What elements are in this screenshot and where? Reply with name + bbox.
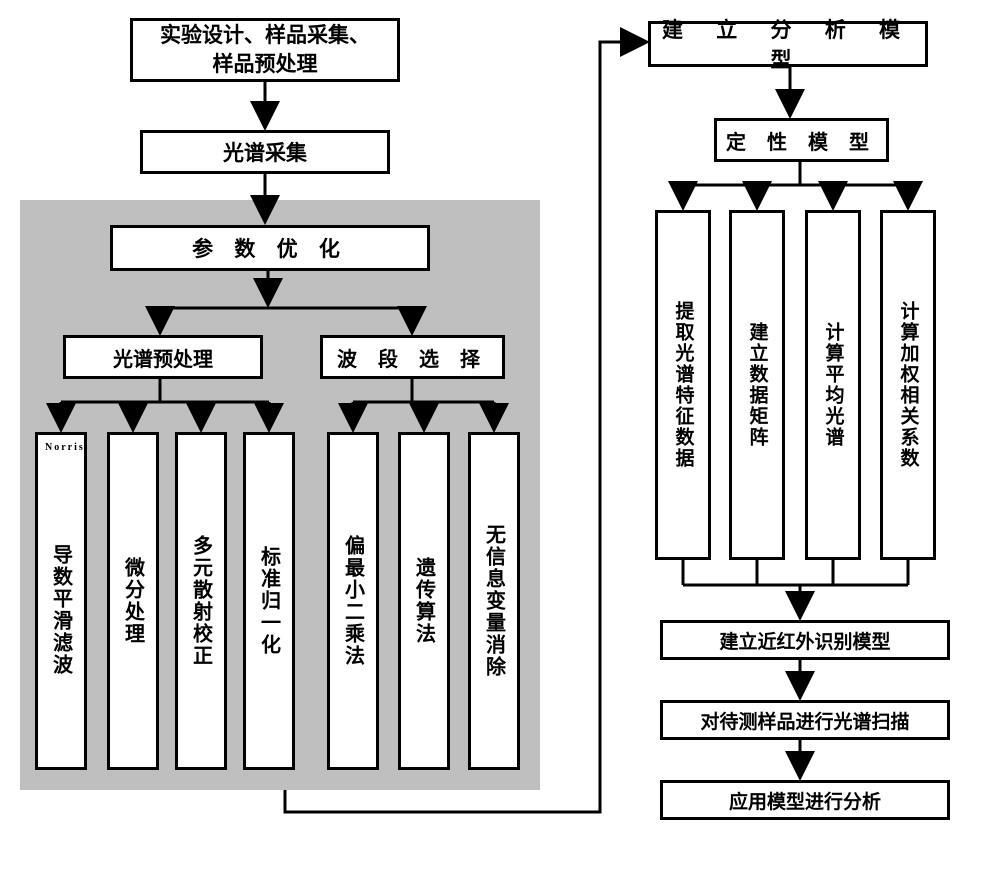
text: 导数平滑滤波 [47,544,76,676]
text: 无信息变量消除 [480,524,509,678]
box-spectrum-collect: 光谱采集 [140,130,390,174]
box-scan-sample: 对待测样品进行光谱扫描 [660,700,950,740]
text: 实验设计、样品采集、样品预处理 [160,21,370,80]
vbox-weighted-corr: 计算加权相关系数 [880,210,936,560]
text: 建立数据矩阵 [744,322,771,448]
text: 遗传算法 [410,557,439,645]
text: 建立近红外识别模型 [719,627,890,654]
vbox-ga: 遗传算法 [398,432,450,770]
text: 提取光谱特征数据 [670,301,697,469]
text: 偏最小二乘法 [339,535,368,667]
vbox-msc: 多元散射校正 [175,432,227,770]
norris-label: Norris [45,442,85,453]
box-param-opt: 参 数 优 化 [110,225,430,271]
box-build-nir-model: 建立近红外识别模型 [660,620,950,660]
text: 计算加权相关系数 [895,301,922,469]
text: 光谱预处理 [113,343,213,372]
vbox-extract-features: 提取光谱特征数据 [655,210,711,560]
text: 参 数 优 化 [192,233,348,263]
vbox-build-matrix: 建立数据矩阵 [729,210,785,560]
vbox-pls: 偏最小二乘法 [327,432,379,770]
vbox-diff: 微分处理 [107,432,159,770]
vbox-uve: 无信息变量消除 [468,432,520,770]
text: 光谱采集 [223,137,307,167]
vbox-norris-deriv: Norris 导数平滑滤波 [35,432,87,770]
box-experiment-design: 实验设计、样品采集、样品预处理 [130,18,400,82]
text: 建 立 分 析 模 型 [655,14,921,74]
text: 应用模型进行分析 [729,787,881,814]
vbox-snv: 标准归一化 [243,432,295,770]
text: 对待测样品进行光谱扫描 [700,707,909,734]
text: 标准归一化 [255,546,284,656]
box-band-select: 波 段 选 择 [320,335,505,379]
box-spectrum-preprocess: 光谱预处理 [63,335,263,379]
text: 微分处理 [119,557,148,645]
box-qualitative: 定 性 模 型 [714,118,889,162]
box-build-model: 建 立 分 析 模 型 [648,21,928,67]
box-apply-model: 应用模型进行分析 [660,780,950,820]
text: 多元散射校正 [187,535,216,667]
vbox-avg-spectrum: 计算平均光谱 [805,210,861,560]
text: 计算平均光谱 [820,322,847,448]
text: 波 段 选 择 [337,343,488,372]
text: 定 性 模 型 [726,126,877,155]
